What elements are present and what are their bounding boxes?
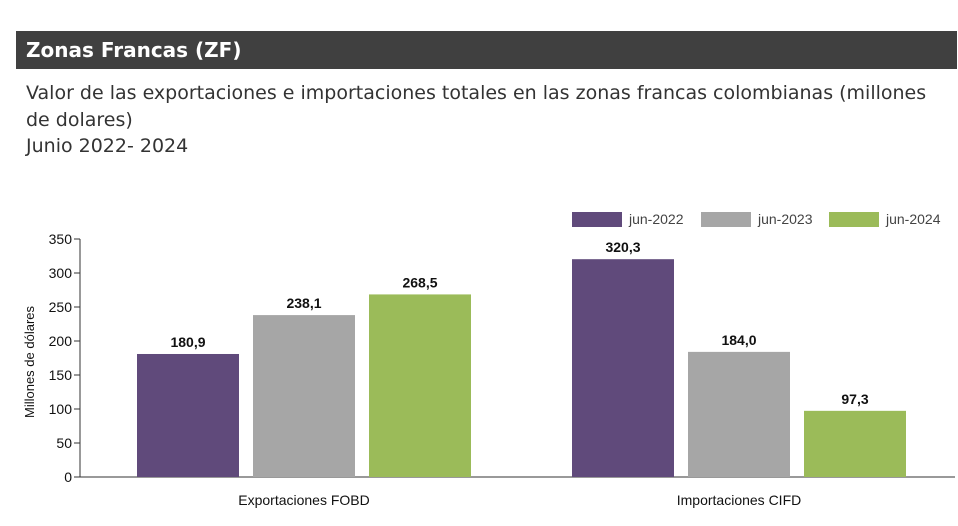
page-title: Zonas Francas (ZF) bbox=[16, 31, 957, 69]
data-label: 268,5 bbox=[402, 274, 437, 290]
x-category-label: Exportaciones FOBD bbox=[238, 492, 370, 508]
subtitle-line-1: Valor de las exportaciones e importacion… bbox=[26, 82, 927, 131]
legend-label: jun-2023 bbox=[757, 211, 813, 227]
legend-label: jun-2024 bbox=[885, 211, 941, 227]
bar-jun-2023-0 bbox=[253, 315, 355, 477]
legend-swatch-jun-2022 bbox=[572, 212, 622, 227]
y-tick-label: 300 bbox=[49, 265, 73, 281]
subtitle-line-2: Junio 2022- 2024 bbox=[26, 135, 189, 157]
y-tick-label: 250 bbox=[49, 299, 73, 315]
y-tick-label: 0 bbox=[64, 469, 72, 485]
y-tick-label: 200 bbox=[49, 333, 73, 349]
data-label: 238,1 bbox=[286, 295, 321, 311]
bar-jun-2024-1 bbox=[804, 410, 906, 477]
y-tick-label: 150 bbox=[49, 367, 73, 383]
x-category-label: Importaciones CIFD bbox=[677, 492, 801, 508]
legend-swatch-jun-2023 bbox=[701, 212, 751, 227]
bar-jun-2023-1 bbox=[688, 351, 790, 477]
bar-jun-2022-0 bbox=[137, 353, 239, 477]
legend-label: jun-2022 bbox=[628, 211, 684, 227]
data-label: 320,3 bbox=[605, 239, 640, 255]
data-label: 180,9 bbox=[170, 334, 205, 350]
y-tick-label: 100 bbox=[49, 401, 73, 417]
bar-jun-2024-0 bbox=[369, 294, 471, 477]
y-axis-title: Millones de dólares bbox=[22, 306, 37, 419]
chart-subtitle: Valor de las exportaciones e importacion… bbox=[26, 80, 946, 160]
bar-jun-2022-1 bbox=[572, 259, 674, 477]
legend-swatch-jun-2024 bbox=[829, 212, 879, 227]
data-label: 184,0 bbox=[721, 332, 756, 348]
y-tick-label: 350 bbox=[49, 231, 73, 247]
data-label: 97,3 bbox=[841, 391, 868, 407]
y-tick-label: 50 bbox=[56, 435, 72, 451]
